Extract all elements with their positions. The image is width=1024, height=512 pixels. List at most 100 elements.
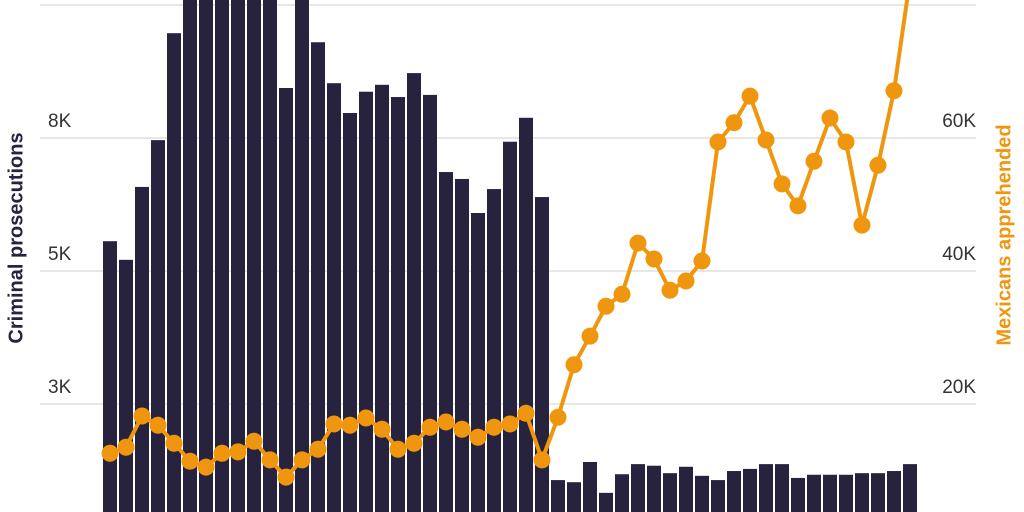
point [837,133,855,151]
bar [695,475,709,512]
bar [823,474,837,512]
bar [663,473,677,512]
bar [551,480,565,512]
point [101,444,119,462]
point [613,285,631,303]
point [581,327,599,345]
bar [135,186,149,512]
bar [327,83,341,512]
bar [343,112,357,512]
point [693,252,711,270]
point [197,458,215,476]
point [773,175,791,193]
y-tick-label: 3K [48,377,72,398]
point [741,87,759,105]
y-tick-label: 8K [48,111,72,132]
y2-tick-label: 20K [942,377,976,398]
point [181,452,199,470]
point [405,434,423,452]
bar [503,141,517,512]
bar [199,0,213,512]
point [725,114,743,132]
bar [631,464,645,512]
bar [471,213,485,512]
bar [423,94,437,512]
bar [535,197,549,512]
bar [807,474,821,512]
bar [903,464,917,512]
point [133,407,151,425]
point [853,216,871,234]
bar [455,178,469,512]
bar [215,0,229,512]
point [821,109,839,127]
bar [519,117,533,512]
point [789,197,807,215]
bar [775,464,789,512]
point [165,434,183,452]
bar [743,468,757,512]
point [517,404,535,422]
point [341,416,359,434]
bars [103,0,917,512]
bar [615,474,629,512]
bar [151,140,165,512]
bar [103,241,117,512]
bar [791,477,805,512]
point [501,415,519,433]
point [453,420,471,438]
point [277,468,295,486]
bar [583,461,597,512]
point [437,413,455,431]
bar [439,172,453,512]
bar [599,492,613,512]
y2-axis-title: Mexicans apprehended [993,124,1015,345]
bar [855,473,869,512]
point [261,451,279,469]
point [645,250,663,268]
bar [183,0,197,512]
bar [295,0,309,512]
bar [567,482,581,512]
bar [839,474,853,512]
point [565,356,583,374]
bar [887,471,901,512]
point [229,443,247,461]
bar [871,473,885,512]
bar [263,0,277,512]
point [245,432,263,450]
point [421,418,439,436]
point [533,451,551,469]
y2-tick-label: 40K [942,244,976,265]
bar [119,259,133,512]
point [389,440,407,458]
point [677,272,695,290]
point [709,133,727,151]
bar [279,87,293,512]
point [661,281,679,299]
bar [407,73,421,512]
y2-tick-label: 0 [965,510,976,512]
bar [711,480,725,512]
bar [231,0,245,512]
bar [487,189,501,512]
point [597,297,615,315]
bar [167,33,181,512]
bar [647,465,661,512]
bar [247,0,261,512]
point [485,418,503,436]
bar [679,466,693,512]
point [805,152,823,170]
y-axis-title: Criminal prosecutions [5,132,27,343]
y-tick-label: 5K [48,244,72,265]
point [117,438,135,456]
y-tick-label: 0 [48,510,59,512]
line-series [101,0,910,486]
point [469,428,487,446]
bar [375,84,389,512]
bar [759,464,773,512]
y2-tick-label: 60K [942,111,976,132]
bar [727,471,741,512]
bar [311,42,325,512]
